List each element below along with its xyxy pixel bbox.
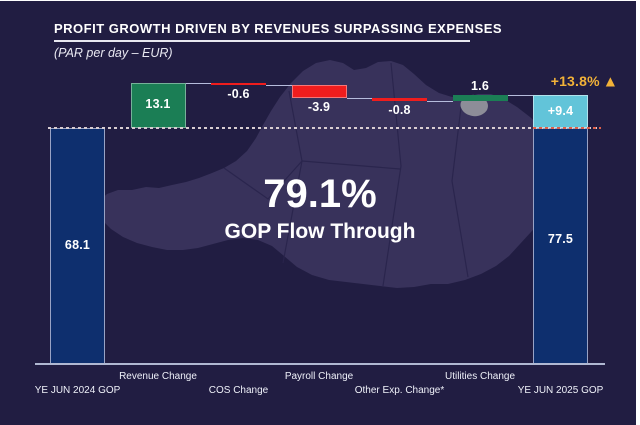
flow-through-value: 79.1% bbox=[263, 172, 377, 216]
x-axis-label-utilities-change: Utilities Change bbox=[444, 371, 516, 382]
bar-utilities-change bbox=[452, 95, 508, 101]
reference-dotted-line bbox=[48, 127, 601, 129]
bar-other-exp-change bbox=[372, 98, 427, 101]
x-axis-label-other-exp-change: Other Exp. Change* bbox=[354, 384, 445, 396]
bar-value-label: +9.4 bbox=[547, 103, 574, 118]
bar-value-label: -0.6 bbox=[227, 86, 250, 101]
bar-value-label: 1.6 bbox=[471, 79, 489, 94]
bar-payroll-change bbox=[291, 84, 347, 99]
x-axis-label-ye-jun-2024-gop: YE JUN 2024 GOP bbox=[34, 384, 121, 396]
bar-cos-change bbox=[211, 82, 266, 85]
austria-state-borders bbox=[223, 62, 469, 287]
title-underline bbox=[54, 40, 470, 42]
connector-line bbox=[266, 84, 292, 86]
x-axis-label-ye-jun-2025-gop: YE JUN 2025 GOP bbox=[517, 384, 604, 396]
bar-value-label: 77.5 bbox=[547, 232, 574, 246]
flow-through-callout: 79.1% GOP Flow Through bbox=[180, 173, 460, 244]
growth-percent: +13.8% bbox=[550, 73, 600, 89]
subtitle: (PAR per day – EUR) bbox=[54, 46, 173, 60]
x-axis-label-payroll-change: Payroll Change bbox=[284, 371, 354, 382]
bar-revenue-change bbox=[130, 82, 186, 128]
bar-value-label: 68.1 bbox=[64, 238, 91, 252]
austria-outline bbox=[97, 60, 558, 288]
flow-through-label: GOP Flow Through bbox=[224, 220, 416, 243]
x-axis-label-revenue-change: Revenue Change bbox=[119, 371, 197, 382]
connector-line bbox=[346, 98, 372, 100]
up-triangle-icon: ▲ bbox=[605, 74, 615, 88]
page-title: PROFIT GROWTH DRIVEN BY REVENUES SURPASS… bbox=[54, 21, 503, 36]
header: PROFIT GROWTH DRIVEN BY REVENUES SURPASS… bbox=[54, 21, 502, 36]
connector-line bbox=[427, 100, 453, 102]
x-axis-label-cos-change: COS Change bbox=[208, 384, 269, 396]
connector-line bbox=[507, 95, 533, 97]
bar-ye-jun-2025-gop bbox=[533, 128, 588, 364]
reference-dotted-line-highlight bbox=[533, 127, 601, 129]
connector-line bbox=[185, 82, 211, 84]
bar-value-label: -0.8 bbox=[388, 102, 411, 117]
x-axis-line bbox=[35, 363, 605, 365]
bar-value-label: -3.9 bbox=[307, 100, 331, 115]
growth-badge: +13.8% ▲ bbox=[505, 73, 615, 89]
bar-value-label: 13.1 bbox=[145, 97, 171, 112]
